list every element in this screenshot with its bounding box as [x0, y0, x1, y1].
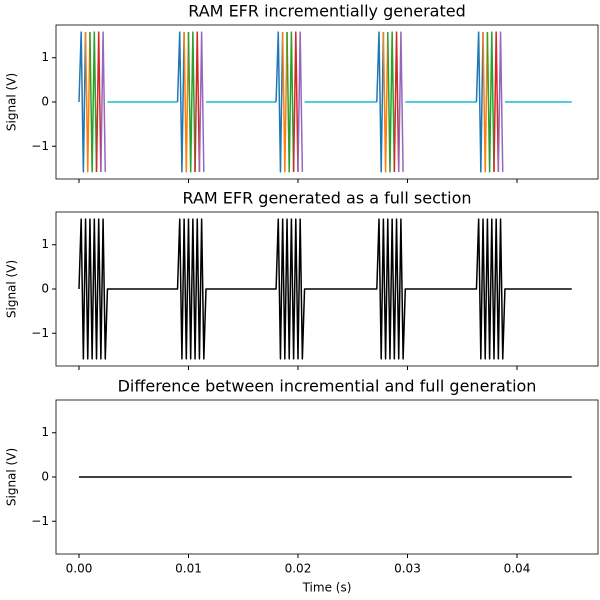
x-tick-label: 0.01 — [175, 562, 202, 576]
y-axis-label: Signal (V) — [5, 73, 19, 131]
signal-line — [89, 31, 495, 173]
y-tick-label: 1 — [41, 237, 49, 251]
y-tick-label: 1 — [41, 50, 49, 64]
y-tick-label: −1 — [31, 326, 49, 340]
signal-line — [100, 31, 504, 172]
chart-title: RAM EFR generated as a full section — [182, 189, 471, 208]
y-tick-label: 1 — [41, 425, 49, 439]
signal-line — [78, 218, 572, 360]
y-tick-label: 0 — [41, 282, 49, 296]
y-axis-label: Signal (V) — [5, 448, 19, 506]
axes-frame — [55, 211, 599, 367]
x-tick-label: 0.02 — [285, 562, 312, 576]
x-tick-label: 0.04 — [504, 562, 531, 576]
chart-title: Difference between incremential and full… — [118, 377, 537, 396]
x-tick-label: 0.03 — [394, 562, 421, 576]
x-tick-label: 0.00 — [66, 562, 93, 576]
axes-frame — [55, 24, 599, 180]
signal-line — [95, 31, 500, 172]
chart-title: RAM EFR incrementially generated — [188, 2, 465, 21]
y-tick-label: −1 — [31, 514, 49, 528]
y-tick-label: 0 — [41, 95, 49, 109]
signal-line — [78, 31, 484, 173]
x-axis-label: Time (s) — [302, 581, 352, 595]
y-tick-label: 0 — [41, 470, 49, 484]
axes-frame — [55, 399, 599, 555]
plot-area — [78, 31, 572, 173]
y-tick-label: −1 — [31, 139, 49, 153]
plot-area — [78, 218, 572, 360]
y-axis-label: Signal (V) — [5, 260, 19, 318]
signal-line — [84, 32, 489, 173]
